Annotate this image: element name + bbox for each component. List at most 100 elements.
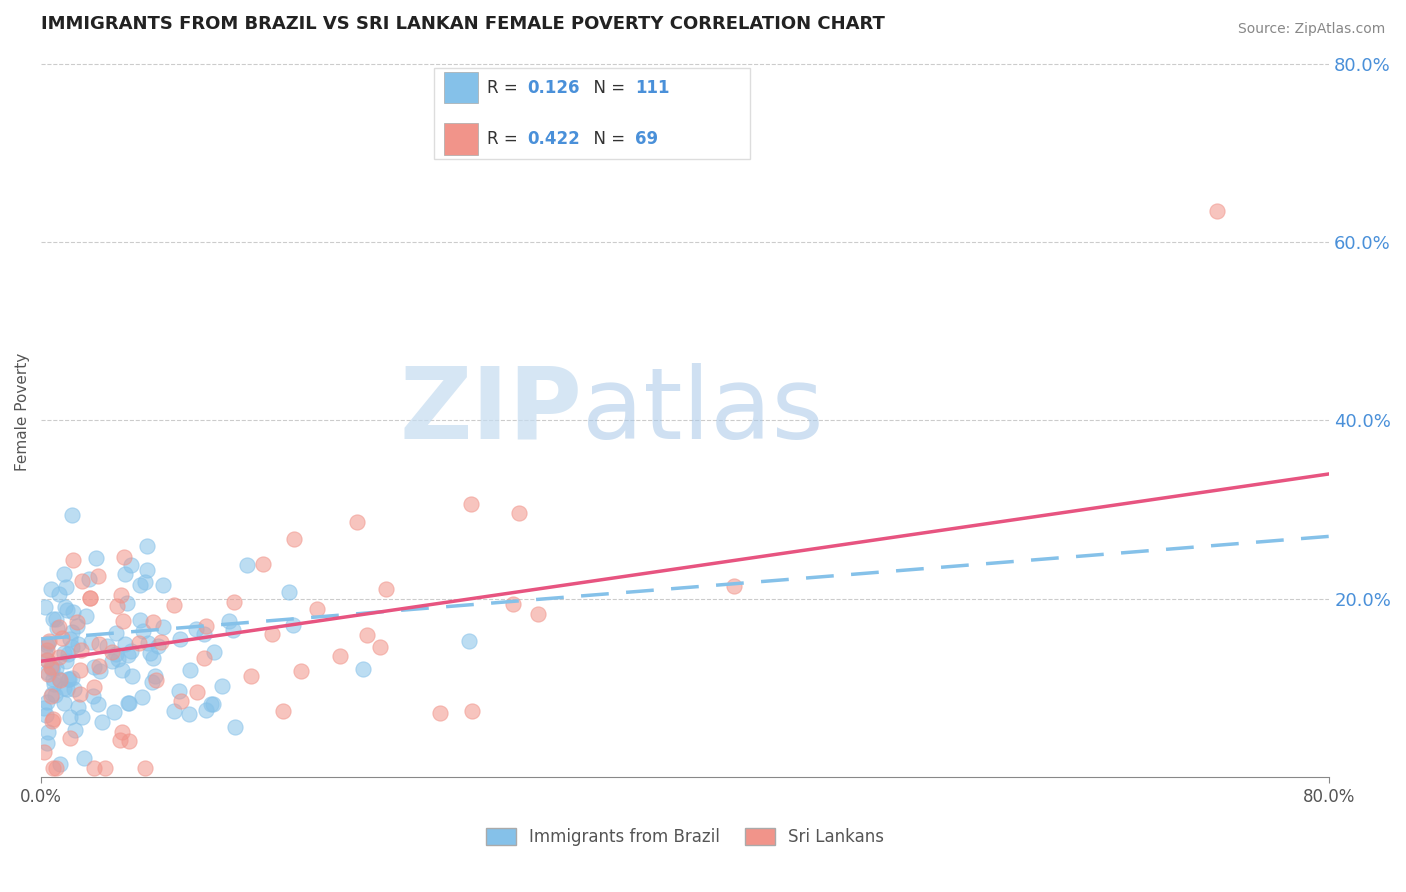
Point bbox=[260, 626, 283, 640]
Point bbox=[44, 689, 66, 703]
Point bbox=[461, 704, 484, 718]
Point bbox=[252, 557, 274, 571]
Point bbox=[82, 689, 104, 703]
Point bbox=[48, 672, 70, 686]
Point bbox=[177, 706, 200, 721]
Point bbox=[37, 636, 59, 650]
Point bbox=[194, 703, 217, 717]
Point bbox=[35, 736, 58, 750]
Point bbox=[134, 574, 156, 589]
Point bbox=[56, 672, 79, 686]
Point bbox=[152, 620, 174, 634]
Point bbox=[283, 532, 305, 546]
Point bbox=[49, 756, 72, 771]
Point bbox=[35, 665, 58, 680]
Point bbox=[48, 587, 70, 601]
Legend: Immigrants from Brazil, Sri Lankans: Immigrants from Brazil, Sri Lankans bbox=[479, 822, 891, 853]
Point bbox=[200, 698, 222, 712]
Point bbox=[107, 652, 129, 666]
Point bbox=[56, 647, 79, 661]
Text: atlas: atlas bbox=[582, 363, 824, 460]
Point bbox=[59, 632, 82, 647]
Point bbox=[146, 639, 169, 653]
Text: Source: ZipAtlas.com: Source: ZipAtlas.com bbox=[1237, 22, 1385, 37]
Point bbox=[305, 602, 328, 616]
Point bbox=[53, 599, 76, 614]
Point bbox=[62, 553, 84, 567]
Point bbox=[42, 761, 65, 775]
Point bbox=[115, 597, 138, 611]
Text: N =: N = bbox=[583, 78, 630, 96]
Point bbox=[70, 574, 93, 588]
Point bbox=[278, 584, 301, 599]
Point bbox=[117, 648, 139, 662]
Point bbox=[460, 497, 482, 511]
Point bbox=[34, 599, 56, 614]
Point bbox=[41, 672, 63, 686]
Point bbox=[76, 608, 98, 623]
Point bbox=[1205, 203, 1227, 218]
Point bbox=[55, 580, 77, 594]
Point bbox=[49, 673, 72, 688]
Point bbox=[35, 643, 58, 657]
Point bbox=[37, 666, 59, 681]
Point bbox=[66, 700, 89, 714]
Point bbox=[129, 613, 152, 627]
Point bbox=[55, 654, 77, 668]
Point bbox=[79, 591, 101, 606]
Point bbox=[132, 624, 155, 638]
Point bbox=[186, 685, 208, 699]
Point bbox=[60, 640, 83, 655]
Point bbox=[117, 697, 139, 711]
Point bbox=[162, 704, 184, 718]
Point bbox=[179, 663, 201, 677]
Point bbox=[224, 720, 246, 734]
Point bbox=[59, 709, 82, 723]
Text: R =: R = bbox=[488, 130, 523, 148]
Point bbox=[235, 558, 257, 573]
Point bbox=[290, 664, 312, 678]
Point bbox=[42, 612, 65, 626]
Point bbox=[63, 682, 86, 697]
Point bbox=[110, 588, 132, 602]
Point bbox=[35, 653, 58, 667]
Point bbox=[139, 646, 162, 660]
Point bbox=[170, 694, 193, 708]
Point bbox=[103, 706, 125, 720]
Text: 111: 111 bbox=[636, 78, 669, 96]
Point bbox=[131, 690, 153, 704]
Point bbox=[352, 663, 374, 677]
Point bbox=[56, 681, 79, 696]
Point bbox=[457, 634, 479, 648]
Point bbox=[118, 734, 141, 748]
Point bbox=[149, 634, 172, 648]
Point bbox=[46, 621, 69, 635]
Point bbox=[34, 701, 56, 715]
Point bbox=[60, 624, 83, 639]
Point bbox=[169, 684, 191, 698]
Point bbox=[39, 689, 62, 703]
Point bbox=[60, 671, 83, 685]
Point bbox=[239, 669, 262, 683]
Point bbox=[111, 725, 134, 739]
Point bbox=[281, 617, 304, 632]
Point bbox=[63, 723, 86, 737]
Point bbox=[114, 567, 136, 582]
Point bbox=[34, 646, 56, 660]
Text: 0.126: 0.126 bbox=[527, 78, 579, 96]
Point bbox=[138, 636, 160, 650]
Point bbox=[89, 665, 111, 679]
Point bbox=[41, 661, 63, 675]
Point bbox=[62, 605, 84, 619]
Point bbox=[39, 582, 62, 596]
Point bbox=[77, 572, 100, 586]
Point bbox=[69, 643, 91, 657]
Point bbox=[329, 648, 352, 663]
Point bbox=[163, 598, 186, 612]
Point bbox=[41, 714, 63, 728]
Point bbox=[105, 647, 128, 661]
Point bbox=[45, 761, 67, 775]
Point bbox=[94, 761, 117, 775]
Point bbox=[34, 708, 56, 723]
Point bbox=[66, 619, 89, 633]
